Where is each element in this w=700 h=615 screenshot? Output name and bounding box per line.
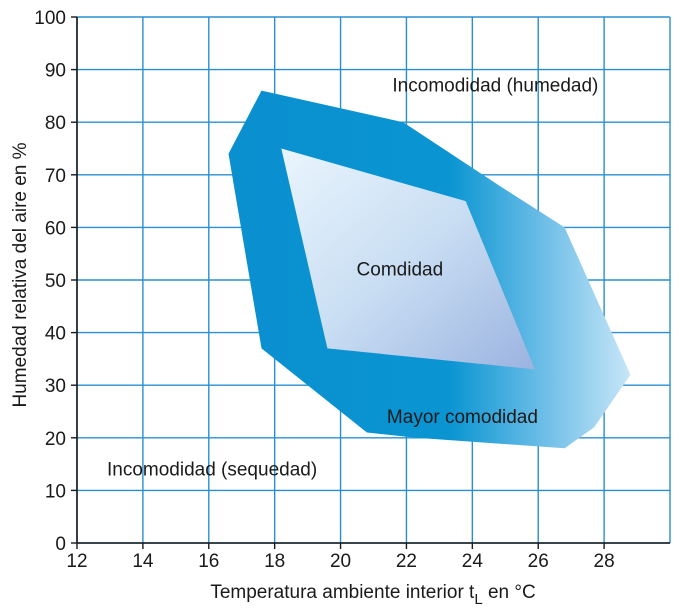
y-tick-label: 40 bbox=[45, 324, 66, 345]
x-tick-label: 22 bbox=[396, 551, 417, 572]
x-tick-label: 20 bbox=[330, 551, 351, 572]
y-tick-label: 60 bbox=[45, 218, 66, 239]
y-tick-label: 80 bbox=[45, 113, 66, 134]
y-tick-label: 20 bbox=[45, 429, 66, 450]
annotations: Incomodidad (humedad) Comdidad Mayor comod… bbox=[107, 75, 598, 480]
annotation-label: Comdidad bbox=[357, 259, 444, 280]
annotation-label: Incomodidad (sequedad) bbox=[107, 459, 317, 480]
y-tick-label: 10 bbox=[45, 481, 66, 502]
x-tick-label: 12 bbox=[66, 551, 87, 572]
y-tick-label: 70 bbox=[45, 166, 66, 187]
annotation-label: Incomodidad (humedad) bbox=[392, 75, 598, 96]
annotation-label: Mayor comodidad bbox=[387, 407, 538, 428]
x-tick-label: 24 bbox=[462, 551, 484, 572]
x-tick-label: 28 bbox=[594, 551, 615, 572]
plot-area: Incomodidad (humedad) Comdidad Mayor comod… bbox=[76, 16, 671, 544]
y-axis-ticks: 0 10 20 30 40 50 60 70 80 90 100 bbox=[34, 8, 77, 555]
y-tick-label: 50 bbox=[45, 271, 66, 292]
x-axis-ticks: 12 14 16 18 20 22 24 26 28 bbox=[66, 543, 615, 572]
x-tick-label: 16 bbox=[198, 551, 219, 572]
comfort-regions bbox=[228, 90, 631, 449]
x-tick-label: 18 bbox=[264, 551, 285, 572]
y-tick-label: 100 bbox=[34, 8, 66, 29]
y-tick-label: 90 bbox=[45, 61, 66, 82]
y-axis-title: Humedad relativa del aire en % bbox=[10, 142, 31, 407]
y-tick-label: 0 bbox=[55, 534, 66, 555]
region-comodidad bbox=[281, 148, 535, 370]
x-axis-title: Temperatura ambiente interior tL en °C bbox=[210, 582, 535, 608]
y-tick-label: 30 bbox=[45, 376, 66, 397]
x-tick-label: 26 bbox=[528, 551, 549, 572]
x-tick-label: 14 bbox=[132, 551, 154, 572]
